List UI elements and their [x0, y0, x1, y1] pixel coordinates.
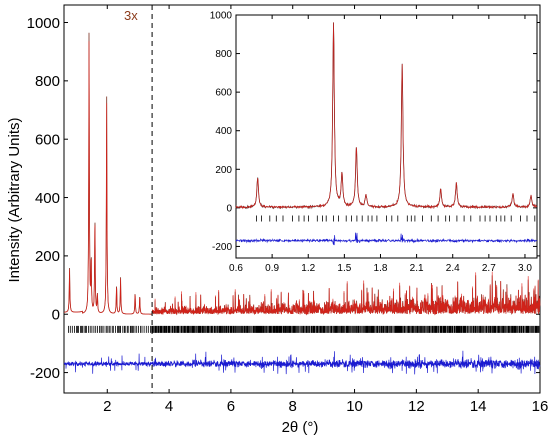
- main-x-tick-label: 2: [103, 398, 111, 415]
- inset-frame: [235, 14, 538, 259]
- main-y-tick-label: 200: [35, 248, 60, 265]
- main-y-tick-label: 800: [35, 73, 60, 90]
- main-y-tick-label: 600: [35, 131, 60, 148]
- inset-x-tick-label: 2.1: [410, 263, 424, 274]
- main-x-tick-label: 4: [165, 398, 173, 415]
- main-y-axis-label: Intensity (Arbitrary Units): [6, 117, 23, 282]
- main-frame: [63, 4, 541, 394]
- inset-x-tick-label: 1.8: [374, 263, 388, 274]
- main-x-tick-label: 8: [289, 398, 297, 415]
- inset-y-tick-label: 800: [215, 49, 232, 60]
- main-divider-label: 3x: [124, 8, 138, 23]
- main-y-tick-label: -200: [30, 365, 60, 382]
- inset-plot: 0.6 0.9 1.2 1.5 1.8 2.1 2.4 2.7 3.0 -200 0 200 400 60…: [210, 11, 538, 274]
- inset-x-tick-label: 0.6: [229, 263, 243, 274]
- main-x-tick-label: 6: [227, 398, 235, 415]
- inset-calculated-line: [235, 22, 538, 210]
- inset-x-tick-label: 3.0: [518, 263, 532, 274]
- main-y-tick-label: 1000: [27, 15, 60, 32]
- inset-y-tick-label: 400: [215, 126, 232, 137]
- main-x-tick-label: 12: [408, 398, 425, 415]
- inset-y-tick-label: 1000: [210, 11, 233, 22]
- inset-reflection-ticks: [256, 215, 536, 222]
- inset-x-tick-label: 2.4: [446, 263, 460, 274]
- main-calculated-line: [64, 41, 541, 316]
- main-plot: 2 4 6 8 10 12 14 16 -200 0 200 400 600 800 1000: [27, 4, 549, 415]
- main-difference-line: [63, 350, 541, 375]
- inset-y-tick-label: -200: [212, 242, 232, 253]
- main-y-tick-label: 0: [52, 306, 60, 323]
- main-x-axis-label: 2θ (°): [282, 419, 319, 436]
- inset-y-tick-label: 0: [226, 203, 232, 214]
- inset-x-tick-label: 1.5: [337, 263, 351, 274]
- main-x-tick-label: 14: [470, 398, 487, 415]
- inset-difference-line: [235, 232, 538, 246]
- inset-y-tick-label: 600: [215, 88, 232, 99]
- inset-x-tick-label: 2.7: [482, 263, 496, 274]
- main-reflection-ticks: [68, 325, 540, 333]
- inset-background: [236, 15, 537, 258]
- inset-x-tick-label: 1.2: [301, 263, 315, 274]
- inset-y-tick-label: 200: [215, 165, 232, 176]
- main-x-tick-label: 16: [532, 398, 549, 415]
- main-x-tick-label: 10: [346, 398, 363, 415]
- inset-x-tick-label: 0.9: [265, 263, 279, 274]
- main-y-tick-label: 400: [35, 190, 60, 207]
